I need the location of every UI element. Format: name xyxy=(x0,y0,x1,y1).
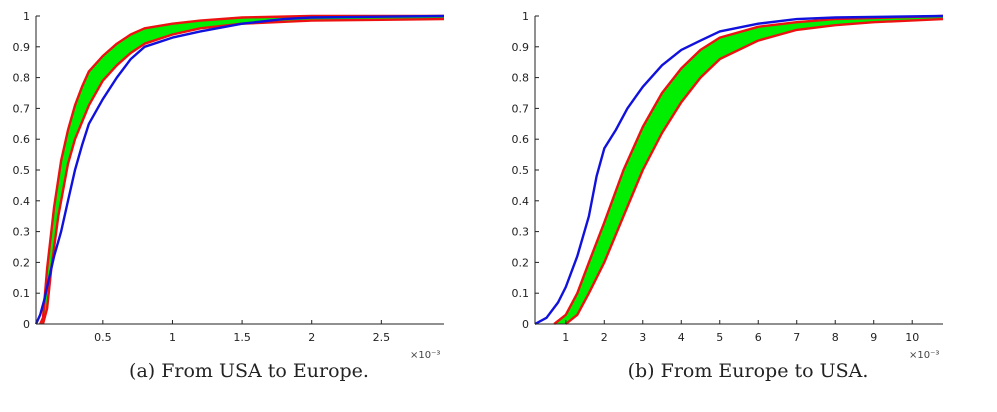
confidence-band xyxy=(554,16,943,324)
y-tick-label: 0.9 xyxy=(512,41,530,54)
x-tick-label: 7 xyxy=(793,331,800,344)
y-tick-label: 0.3 xyxy=(13,226,31,239)
x-tick-label: 0.5 xyxy=(94,331,112,344)
y-tick-label: 0.6 xyxy=(13,133,31,146)
series-line-1 xyxy=(553,14,944,325)
y-tick-label: 1 xyxy=(23,10,30,23)
x-tick-label: 2.5 xyxy=(373,331,391,344)
x-tick-label: 9 xyxy=(870,331,877,344)
x-tick-label: 1 xyxy=(169,331,176,344)
x-tick-label: 3 xyxy=(639,331,646,344)
x-tick-label: 4 xyxy=(678,331,685,344)
x-exponent-label: ×10⁻³ xyxy=(909,350,939,360)
panel-a: 0 0.1 0.2 0.3 0.4 0.5 0.6 0.7 0.8 0.9 1 0.5 1 1.5 2 2.5… xyxy=(0,0,498,412)
x-tick-label: 5 xyxy=(716,331,723,344)
y-tick-label: 0.6 xyxy=(512,133,530,146)
y-tick-label: 0.8 xyxy=(512,72,530,85)
y-tick-label: 1 xyxy=(522,10,529,23)
x-tick-label: 2 xyxy=(601,331,608,344)
x-tick-label: 8 xyxy=(832,331,839,344)
y-tick-label: 0.9 xyxy=(13,41,31,54)
series-line-2 xyxy=(41,17,445,325)
chart-b: 0 0.1 0.2 0.3 0.4 0.5 0.6 0.7 0.8 0.9 1 1 2 3 4 5 6 7 8 9 10… xyxy=(512,10,944,361)
y-tick-label: 0.2 xyxy=(512,256,530,269)
y-tick-label: 0.5 xyxy=(512,164,530,177)
x-tick-label: 1 xyxy=(562,331,569,344)
x-tick-label: 10 xyxy=(905,331,919,344)
y-tick-label: 0.4 xyxy=(512,195,530,208)
y-tick-label: 0.7 xyxy=(512,102,530,115)
y-tick-label: 0.5 xyxy=(13,164,31,177)
y-tick-label: 0.1 xyxy=(512,287,530,300)
caption-b: (b) From Europe to USA. xyxy=(627,360,869,382)
confidence-band xyxy=(40,16,444,324)
y-tick-label: 0.4 xyxy=(13,195,31,208)
series-line-2 xyxy=(565,17,944,325)
chart-a: 0 0.1 0.2 0.3 0.4 0.5 0.6 0.7 0.8 0.9 1 0.5 1 1.5 2 2.5… xyxy=(13,10,445,361)
x-tick-label: 2 xyxy=(308,331,315,344)
series-line-3 xyxy=(34,14,445,325)
caption-a: (a) From USA to Europe. xyxy=(129,360,369,382)
x-tick-label: 1.5 xyxy=(233,331,251,344)
x-exponent-label: ×10⁻³ xyxy=(410,350,440,360)
y-tick-label: 0 xyxy=(23,318,30,331)
series-line-1 xyxy=(39,14,444,325)
y-tick-label: 0.1 xyxy=(13,287,31,300)
y-tick-label: 0.3 xyxy=(512,226,530,239)
y-tick-label: 0 xyxy=(522,318,529,331)
x-tick-label: 6 xyxy=(755,331,762,344)
y-tick-label: 0.7 xyxy=(13,102,31,115)
series-line-3 xyxy=(534,14,944,326)
panel-b: 0 0.1 0.2 0.3 0.4 0.5 0.6 0.7 0.8 0.9 1 1 2 3 4 5 6 7 8 9 10… xyxy=(499,0,997,412)
y-tick-label: 0.2 xyxy=(13,256,31,269)
y-tick-label: 0.8 xyxy=(13,72,31,85)
